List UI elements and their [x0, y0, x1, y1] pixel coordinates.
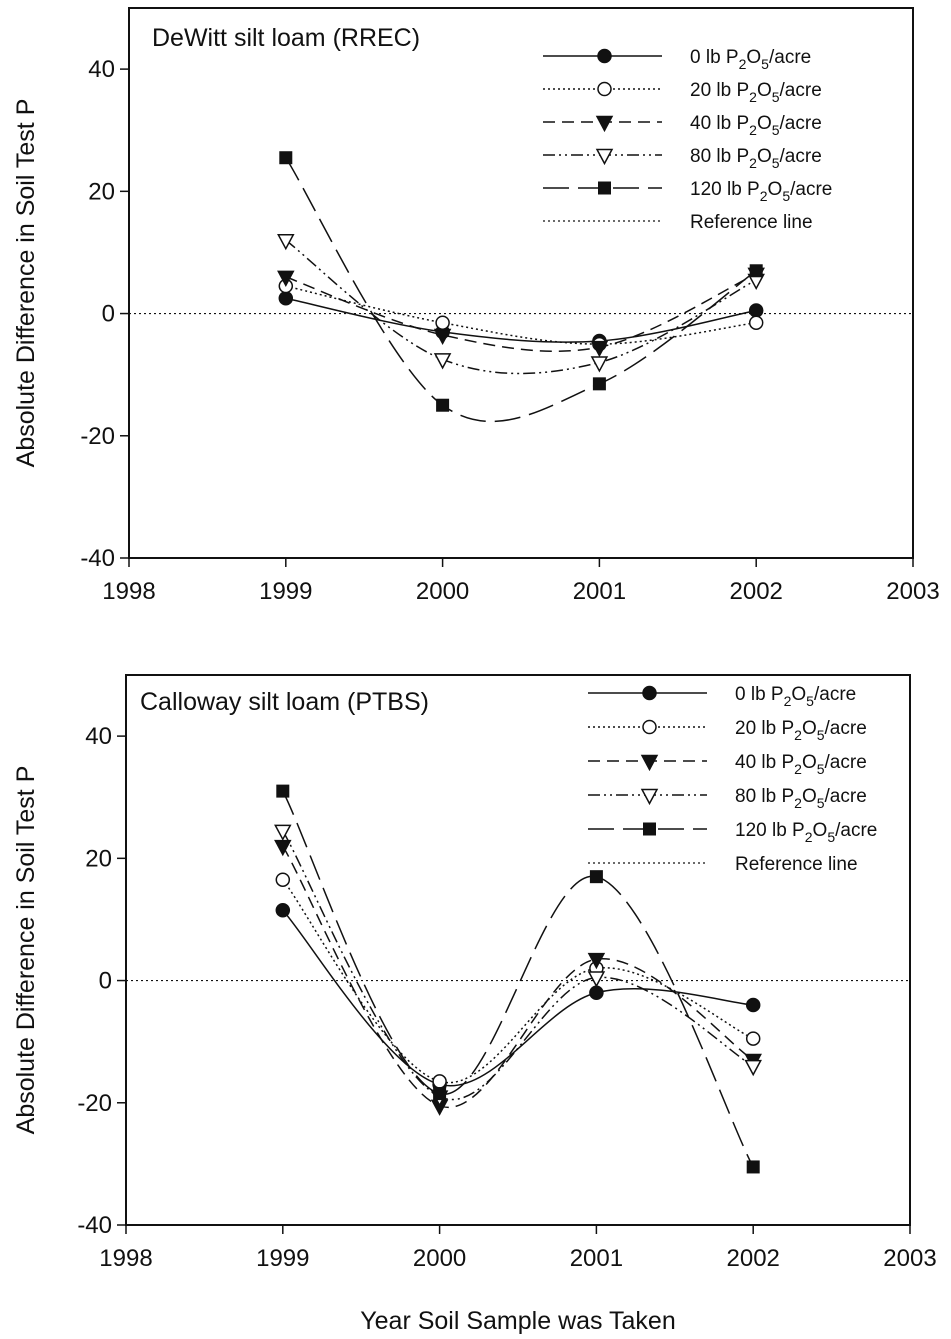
- data-point: [745, 1031, 761, 1046]
- legend-label: 20 lb P2O5/acre: [690, 80, 822, 105]
- series-line: [285, 157, 757, 423]
- series-line: [282, 879, 754, 1084]
- data-point: [433, 1087, 447, 1101]
- x-tick-label: 2002: [730, 578, 783, 605]
- legend: 0 lb P2O5/acre 20 lb P2O5/acre 40 lb P2O5/…: [588, 684, 877, 875]
- plot-frame: [128, 7, 914, 559]
- x-tick-label: 2001: [573, 578, 626, 605]
- data-point: [749, 264, 763, 278]
- legend-marker: [595, 148, 614, 166]
- legend-marker: [643, 822, 656, 836]
- series-filled-square: [276, 784, 760, 1174]
- chart-panel-2: 1998 1999 2000 2001 2002 2003 -40 -20 0 20 40 Absol…: [12, 674, 937, 1272]
- data-point: [277, 270, 295, 287]
- legend: 0 lb P2O5/acre 20 lb P2O5/acre 40 lb P2O5/…: [543, 47, 832, 233]
- legend-marker: [595, 115, 614, 133]
- data-point: [589, 870, 603, 884]
- x-tick-label: 1998: [99, 1245, 152, 1272]
- data-point: [590, 340, 609, 358]
- y-tick-label: -40: [77, 1212, 112, 1239]
- data-point: [436, 398, 450, 412]
- data-point: [432, 1074, 447, 1089]
- x-tick-label: 2000: [416, 578, 469, 605]
- series-line: [282, 845, 754, 1109]
- legend-marker: [598, 181, 611, 195]
- legend-marker: [597, 48, 612, 64]
- legend-label: 0 lb P2O5/acre: [735, 684, 856, 709]
- series-filled-triangle-down: [277, 267, 765, 358]
- y-tick-label: -40: [80, 545, 115, 572]
- legend-label: Reference line: [735, 854, 858, 875]
- x-tick-label: 2003: [883, 1245, 936, 1272]
- y-tick-label: 0: [99, 968, 112, 995]
- series-open-triangle-down: [274, 824, 762, 1107]
- x-tick-label: 2001: [570, 1245, 623, 1272]
- y-tick-label: 20: [88, 178, 115, 205]
- y-axis-title: Absolute Difference in Soil Test P: [12, 99, 40, 468]
- data-point: [587, 952, 606, 970]
- x-tick-label: 2003: [886, 578, 939, 605]
- data-point: [587, 971, 606, 988]
- data-point: [278, 291, 294, 306]
- data-point: [433, 328, 452, 346]
- panel-title: Calloway silt loam (PTBS): [140, 688, 429, 716]
- y-tick-label: 0: [102, 301, 115, 328]
- data-point: [277, 233, 295, 251]
- data-point: [746, 1160, 760, 1174]
- legend-label: 80 lb P2O5/acre: [735, 786, 867, 811]
- legend-marker: [642, 685, 657, 701]
- y-tick-label: -20: [77, 1090, 112, 1117]
- y-axis-title: Absolute Difference in Soil Test P: [12, 766, 40, 1135]
- series-line: [282, 830, 754, 1101]
- legend-label: 120 lb P2O5/acre: [690, 179, 832, 204]
- legend-label: 40 lb P2O5/acre: [735, 752, 867, 777]
- data-point: [433, 353, 452, 370]
- data-point: [590, 356, 609, 373]
- legend-label: Reference line: [690, 212, 813, 233]
- data-point: [745, 997, 761, 1013]
- data-point: [275, 903, 291, 918]
- legend-marker: [640, 788, 659, 806]
- legend-marker: [597, 81, 612, 97]
- legend-label: 40 lb P2O5/acre: [690, 113, 822, 138]
- series-line: [282, 790, 754, 1168]
- series-line: [285, 285, 757, 345]
- y-tick-label: 20: [85, 845, 112, 872]
- legend-marker: [640, 754, 659, 772]
- data-point: [592, 377, 606, 391]
- chart-panel-1: 1998 1999 2000 2001 2002 2003 -40 -20 0 20 40 Absol…: [12, 7, 940, 605]
- data-point: [748, 315, 764, 330]
- data-point: [435, 315, 450, 330]
- y-tick-label: -20: [80, 423, 115, 450]
- data-point: [744, 1059, 762, 1077]
- legend-label: 80 lb P2O5/acre: [690, 146, 822, 171]
- panel-title: DeWitt silt loam (RREC): [152, 24, 420, 52]
- x-tick-label: 1998: [102, 578, 155, 605]
- data-point: [279, 151, 293, 165]
- y-tick-label: 40: [85, 723, 112, 750]
- data-point: [589, 985, 604, 1001]
- y-tick-label: 40: [88, 56, 115, 83]
- x-tick-label: 1999: [256, 1245, 309, 1272]
- x-tick-label: 2000: [413, 1245, 466, 1272]
- legend-label: 120 lb P2O5/acre: [735, 820, 877, 845]
- data-point: [274, 839, 292, 857]
- x-tick-label: 2002: [727, 1245, 780, 1272]
- plot-frame: [125, 674, 911, 1226]
- data-point: [274, 824, 292, 841]
- data-point: [275, 872, 291, 887]
- data-point: [748, 303, 764, 318]
- x-axis-title: Year Soil Sample was Taken: [360, 1307, 675, 1335]
- legend-label: 20 lb P2O5/acre: [735, 718, 867, 743]
- series-line: [285, 239, 757, 375]
- x-tick-label: 1999: [259, 578, 312, 605]
- series-line: [285, 273, 757, 352]
- series-open-triangle-down: [277, 233, 765, 375]
- legend-label: 0 lb P2O5/acre: [690, 47, 811, 72]
- data-point: [276, 784, 290, 798]
- series-filled-triangle-down: [274, 839, 762, 1116]
- legend-marker: [642, 719, 657, 735]
- series-filled-square: [279, 151, 763, 423]
